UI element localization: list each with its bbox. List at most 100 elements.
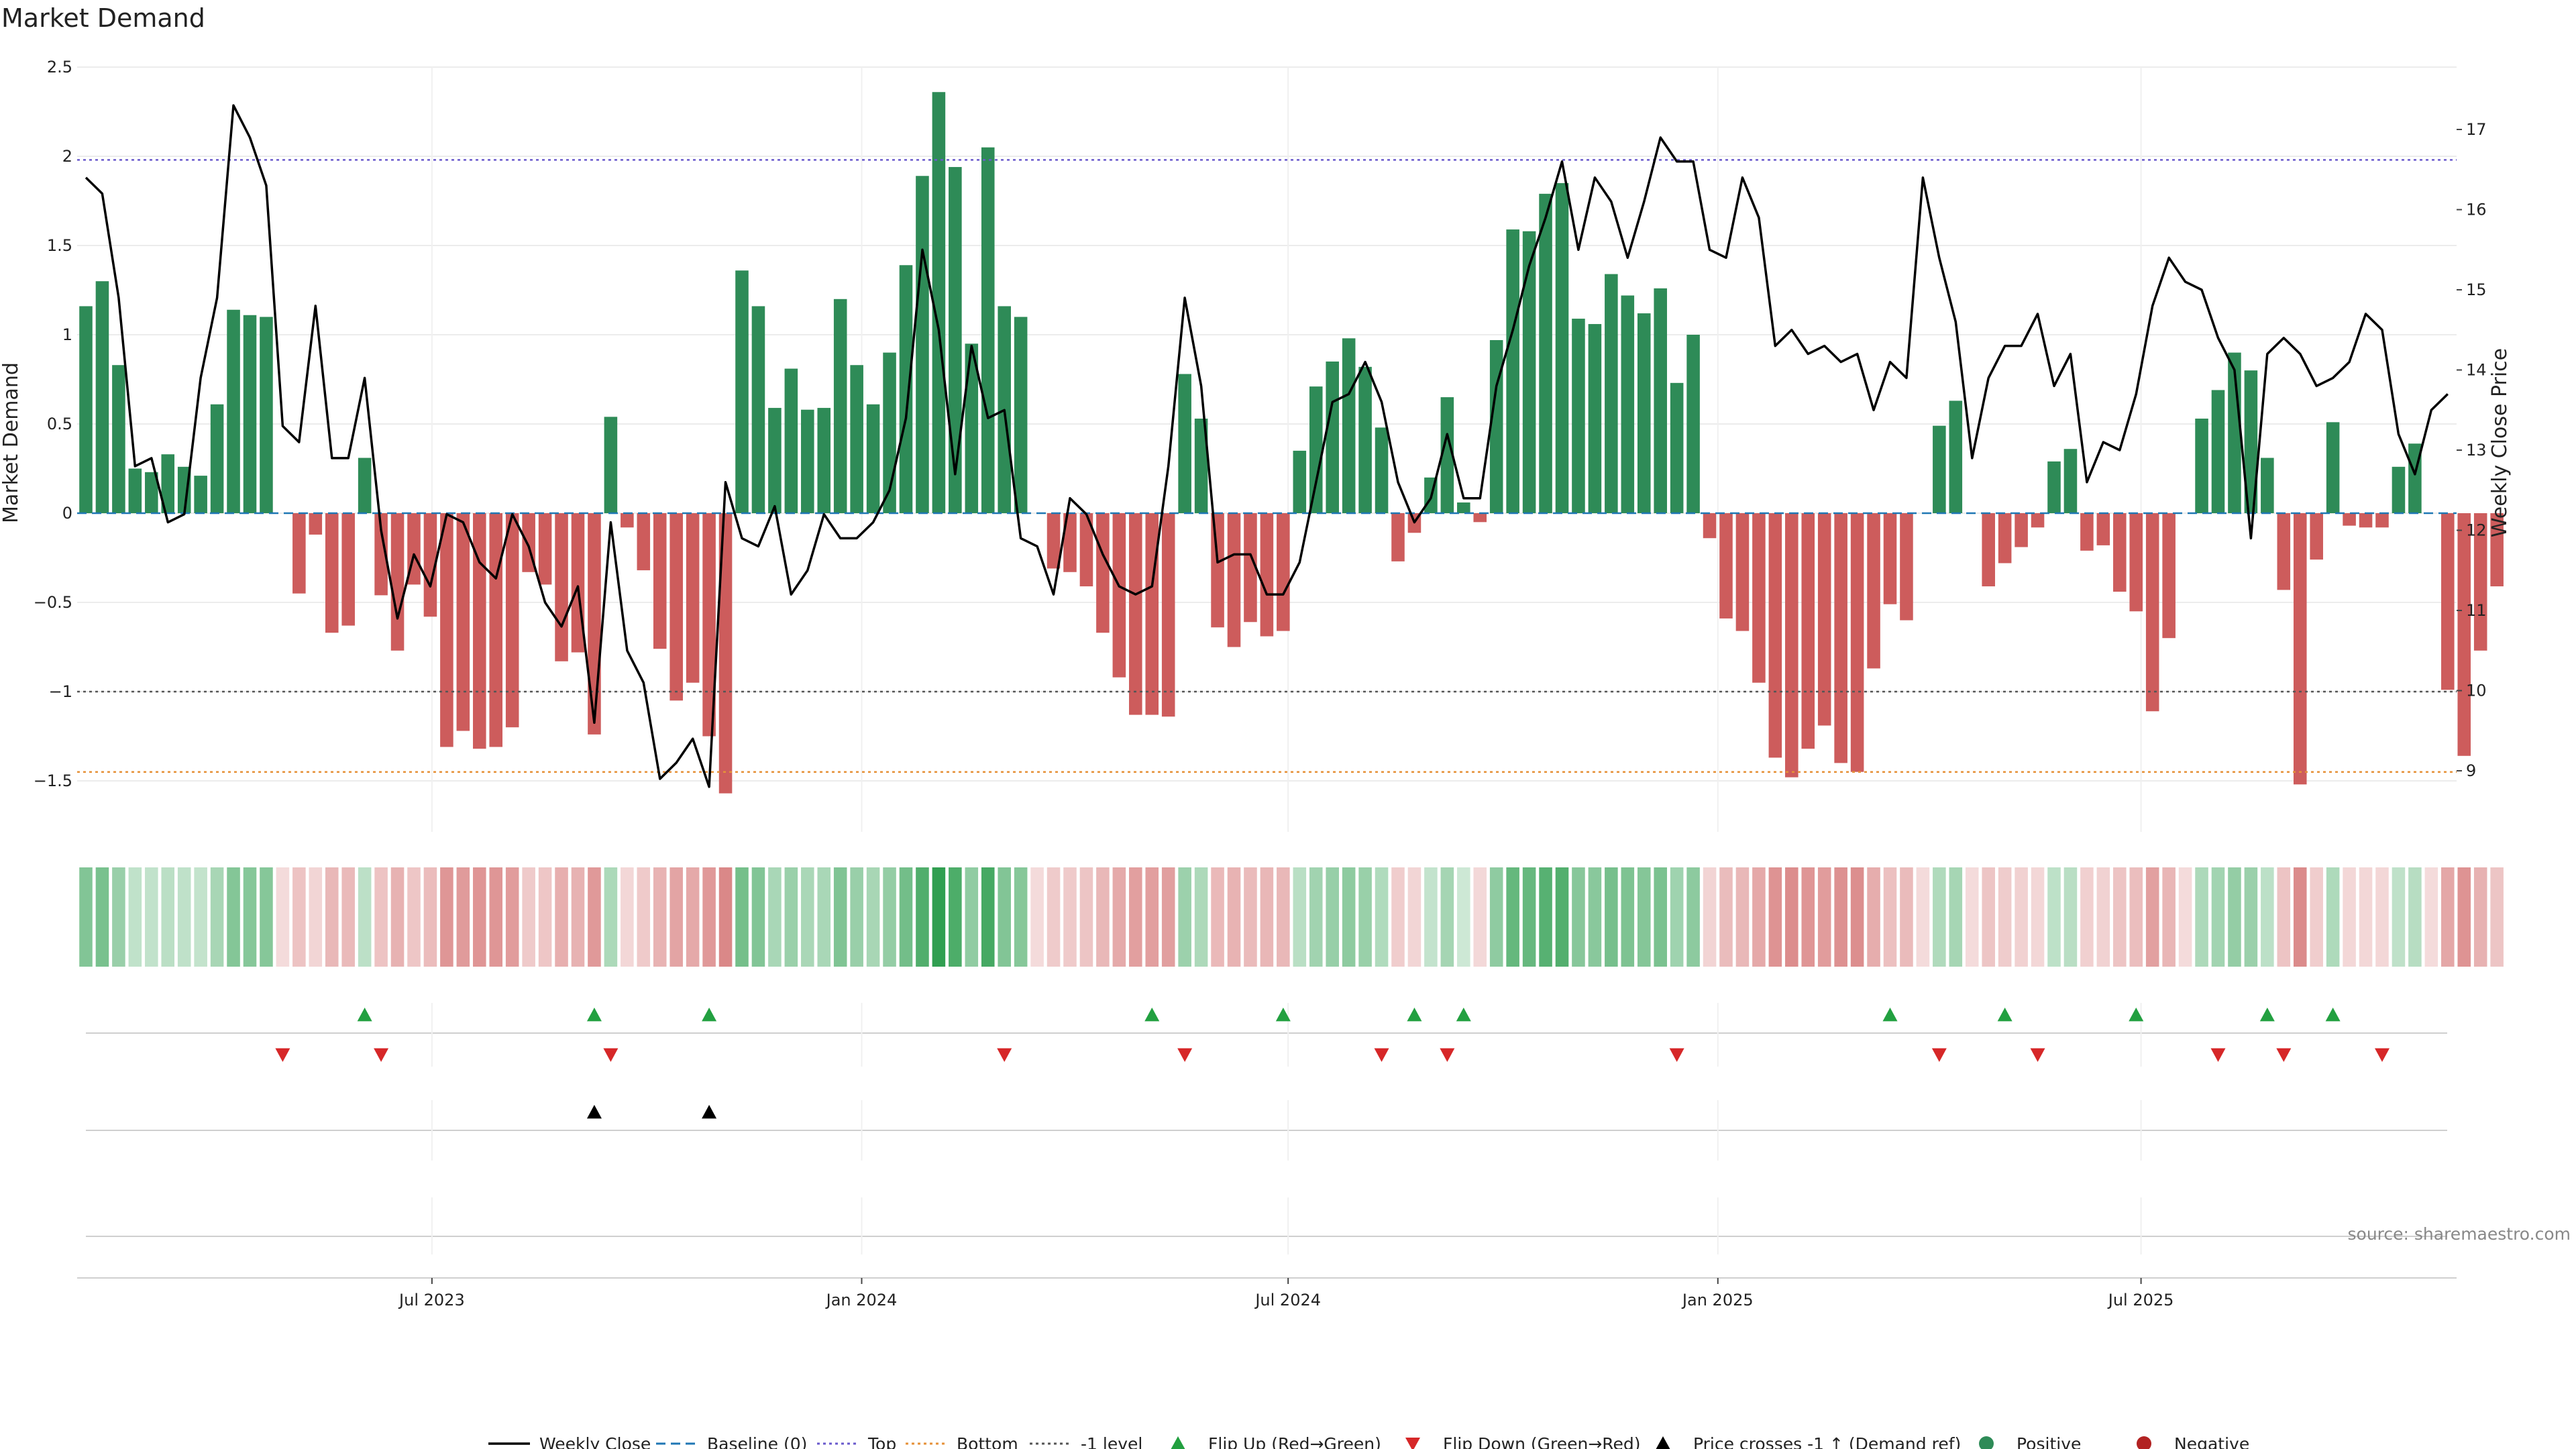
demand-bar — [1637, 313, 1651, 513]
legend-item: -1 level — [1030, 1434, 1142, 1449]
legend-item: Flip Down (Green→Red) — [1405, 1434, 1641, 1449]
heat-cell — [1686, 867, 1700, 967]
legend-item: Flip Up (Red→Green) — [1171, 1434, 1381, 1449]
heat-cell — [1046, 867, 1061, 967]
demand-bar — [473, 513, 486, 749]
heat-cell — [390, 867, 405, 967]
heat-cell — [1506, 867, 1519, 967]
legend-item: Top — [817, 1434, 896, 1449]
heat-cell — [1244, 867, 1257, 967]
x-tick-label: Jul 2023 — [398, 1291, 465, 1309]
heat-cell — [1342, 867, 1356, 967]
demand-bar — [2441, 513, 2455, 690]
heat-cell — [932, 867, 946, 967]
flip-down-marker — [2375, 1048, 2390, 1062]
heat-cell — [1440, 867, 1454, 967]
heat-cell — [1326, 867, 1339, 967]
demand-bar — [227, 309, 240, 513]
demand-bar — [916, 176, 929, 513]
heat-cell — [2343, 867, 2356, 967]
demand-bar — [243, 315, 257, 513]
legend: Weekly Close Baseline (0) Top Bottom -1 leve… — [488, 1434, 2249, 1449]
heat-cell — [1539, 867, 1552, 967]
x-tick-label: Jul 2025 — [2107, 1291, 2174, 1309]
heat-cell — [768, 867, 782, 967]
demand-bar — [1834, 513, 1847, 763]
demand-bar — [2113, 513, 2127, 592]
heat-cell — [2080, 867, 2094, 967]
legend-label: Flip Up (Red→Green) — [1208, 1434, 1381, 1449]
y-tick-label: −0.5 — [34, 593, 72, 612]
heat-cell — [2457, 867, 2471, 967]
legend-label: Price crosses -1 ↑ (Demand ref) — [1693, 1434, 1961, 1449]
heat-cell — [456, 867, 470, 967]
heat-cell — [1161, 867, 1175, 967]
heat-cell — [292, 867, 306, 967]
demand-bar — [1112, 513, 1126, 678]
heat-cell — [669, 867, 683, 967]
demand-bar — [1785, 513, 1799, 777]
demand-bar — [1440, 397, 1454, 513]
heat-cell — [1900, 867, 1913, 967]
demand-bar — [1293, 450, 1307, 513]
flip-up-marker — [2129, 1008, 2144, 1022]
demand-bar — [1506, 229, 1519, 513]
heat-cell — [1227, 867, 1241, 967]
demand-bar — [1539, 193, 1552, 513]
heat-cell — [1768, 867, 1782, 967]
legend-label: Weekly Close — [539, 1434, 651, 1449]
flip-down-marker — [2030, 1048, 2045, 1062]
demand-bar — [1817, 513, 1831, 726]
demand-bar — [1982, 513, 1995, 587]
demand-bar — [768, 408, 782, 513]
heat-cell — [653, 867, 667, 967]
demand-bar — [2293, 513, 2307, 785]
demand-bar — [1572, 319, 1585, 513]
demand-bar — [1933, 425, 1946, 513]
legend-item: Negative — [2137, 1434, 2249, 1449]
demand-bar — [1850, 513, 1864, 772]
flip-up-marker — [1882, 1008, 1898, 1022]
flip-up-marker — [702, 1008, 717, 1022]
demand-bar — [1063, 513, 1077, 572]
heat-cell — [1260, 867, 1274, 967]
demand-bar — [2195, 419, 2208, 513]
heat-cell — [1621, 867, 1635, 967]
demand-bar — [2392, 466, 2406, 513]
legend-item: Bottom — [906, 1434, 1018, 1449]
heat-cell — [735, 867, 749, 967]
x-axis-ticks: Jul 2023 Jan 2024 Jul 2024 Jan 2025 Jul 2025 — [398, 1278, 2174, 1309]
demand-bar — [2031, 513, 2045, 528]
heat-cell — [1982, 867, 1995, 967]
heat-cell — [1817, 867, 1831, 967]
demand-bar — [1079, 513, 1093, 587]
demand-bar — [292, 513, 306, 594]
heat-cell — [1129, 867, 1142, 967]
heat-cell — [227, 867, 240, 967]
heat-cell — [866, 867, 880, 967]
y2-tick-label: 11 — [2466, 601, 2487, 620]
flip-up-marker — [1997, 1008, 2012, 1022]
y2-tick-label: 14 — [2466, 361, 2487, 380]
heat-cell — [2261, 867, 2274, 967]
heat-cell — [1965, 867, 1979, 967]
heat-cell — [2293, 867, 2307, 967]
flip-up-marker — [1144, 1008, 1160, 1022]
legend-item: Baseline (0) — [656, 1434, 807, 1449]
flip-down-marker — [1669, 1048, 1684, 1062]
legend-label: Bottom — [957, 1434, 1018, 1449]
flip-up-marker — [2259, 1008, 2275, 1022]
demand-bar — [1129, 513, 1142, 715]
demand-bar — [2080, 513, 2094, 551]
y2-tick-label: 9 — [2466, 761, 2476, 780]
heat-cell — [1079, 867, 1093, 967]
heat-cell — [2310, 867, 2323, 967]
demand-bar — [309, 513, 323, 535]
heat-cell — [440, 867, 453, 967]
heat-cell — [1785, 867, 1799, 967]
y2-tick-label: 16 — [2466, 201, 2487, 219]
y2-axis-ticks: 17 16 15 14 13 12 11 10 9 — [2457, 120, 2487, 780]
heat-cell — [1457, 867, 1470, 967]
demand-bar — [1867, 513, 1880, 669]
demand-bar — [1752, 513, 1766, 683]
